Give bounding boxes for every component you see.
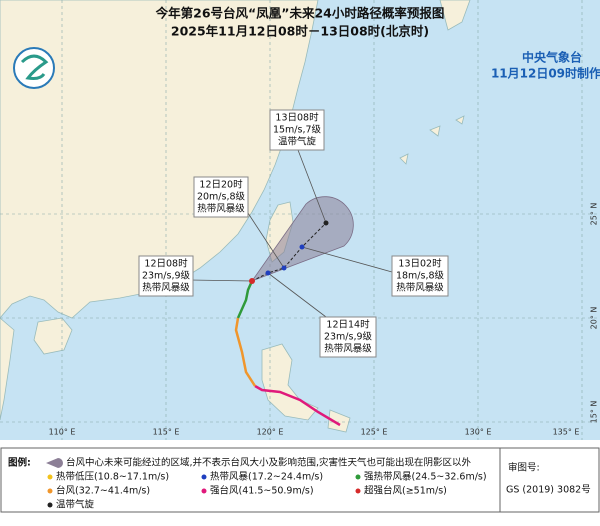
legend-box	[0, 447, 600, 513]
subtitle: 2025年11月12日08时－13日08时(北京时)	[171, 24, 429, 39]
forecast-cone	[250, 196, 354, 282]
island	[439, 0, 471, 31]
callout-time: 12日08时	[144, 258, 188, 270]
island	[327, 409, 351, 433]
callout-wind: 15m/s,7级	[273, 124, 322, 136]
legend-item: 热带低压(10.8~17.1m/s)	[56, 471, 169, 483]
legend-item: 温带气旋	[56, 499, 95, 511]
lon-label: 115° E	[153, 428, 180, 437]
title: 今年第26号台风“凤凰”未来24小时路径概率预报图	[155, 6, 445, 21]
legend-dot	[355, 474, 361, 480]
mainland	[0, 0, 319, 319]
leader-lines	[189, 149, 393, 321]
agency: 中央气象台	[522, 50, 582, 65]
callout: 12日14时 23m/s,9级 热带风暴级	[319, 316, 377, 358]
lon-label: 125° E	[361, 428, 388, 437]
legend-dot	[355, 488, 361, 494]
lat-label: 20° N	[590, 307, 599, 330]
longitude-labels: 110° E 115° E 120° E 125° E 130° E 135° …	[49, 428, 580, 437]
legend-cone-symbol	[46, 458, 63, 468]
forecast-point	[299, 244, 305, 250]
callout-category: 热带风暴级	[324, 343, 372, 355]
lon-label: 135° E	[553, 428, 580, 437]
callout: 13日02时 18m/s,8级 热带风暴级	[391, 255, 449, 297]
forecast-point	[323, 220, 329, 226]
past-track	[236, 280, 254, 319]
callout-category: 热带风暴级	[142, 282, 190, 294]
approval-number: GS (2019) 3082号	[506, 485, 591, 496]
legend-cone: 台风中心未来可能经过的区域,并不表示台风大小及影响范围,灾害性天气也可能出现在阴…	[66, 457, 472, 469]
forecast-point	[265, 270, 271, 276]
past-track	[234, 317, 257, 387]
legend-dot	[47, 502, 53, 508]
legend-dot	[47, 474, 53, 480]
callout: 12日08时 23m/s,9级 热带风暴级	[138, 255, 194, 297]
luzon	[261, 343, 319, 421]
forecast-point	[281, 265, 287, 271]
callout-wind: 23m/s,9级	[142, 270, 191, 282]
logo	[13, 47, 55, 89]
lon-label: 130° E	[465, 428, 492, 437]
lon-label: 120° E	[257, 428, 284, 437]
callout-time: 12日20时	[199, 179, 243, 191]
lat-label: 25° N	[590, 203, 599, 226]
current-position	[249, 278, 255, 284]
made-time: 11月12日09时制作	[491, 66, 600, 81]
lat-label: 15° N	[590, 401, 599, 424]
legend-item: 强热带风暴(24.5~32.6m/s)	[364, 471, 487, 483]
legend-item: 强台风(41.5~50.9m/s)	[210, 485, 314, 497]
callout-time: 13日02时	[398, 258, 442, 270]
callout-time: 12日14时	[326, 319, 370, 331]
legend-heading: 图例:	[8, 457, 31, 469]
callout: 13日08时 15m/s,7级 温带气旋	[269, 109, 325, 151]
legend-item: 台风(32.7~41.4m/s)	[56, 485, 150, 497]
past-track	[254, 384, 341, 427]
approval-label: 审图号:	[508, 462, 540, 474]
legend-item: 超强台风(≥51m/s)	[364, 485, 447, 497]
indochina-coast	[0, 317, 15, 421]
lon-label: 110° E	[49, 428, 76, 437]
legend-dot	[47, 488, 53, 494]
callout-time: 13日08时	[275, 112, 319, 124]
legend-dot	[201, 474, 207, 480]
legend-item: 热带风暴(17.2~24.4m/s)	[210, 471, 323, 483]
callout-wind: 18m/s,8级	[396, 270, 445, 282]
forecast-track	[251, 222, 327, 282]
callout-wind: 20m/s,8级	[197, 191, 246, 203]
legend-dot	[201, 488, 207, 494]
callout-wind: 23m/s,9级	[324, 331, 373, 343]
callout-category: 温带气旋	[278, 136, 317, 148]
callout-category: 热带风暴级	[197, 203, 245, 215]
callout: 12日20时 20m/s,8级 热带风暴级	[193, 176, 249, 218]
islands	[399, 115, 465, 165]
callout-category: 热带风暴级	[396, 282, 444, 294]
